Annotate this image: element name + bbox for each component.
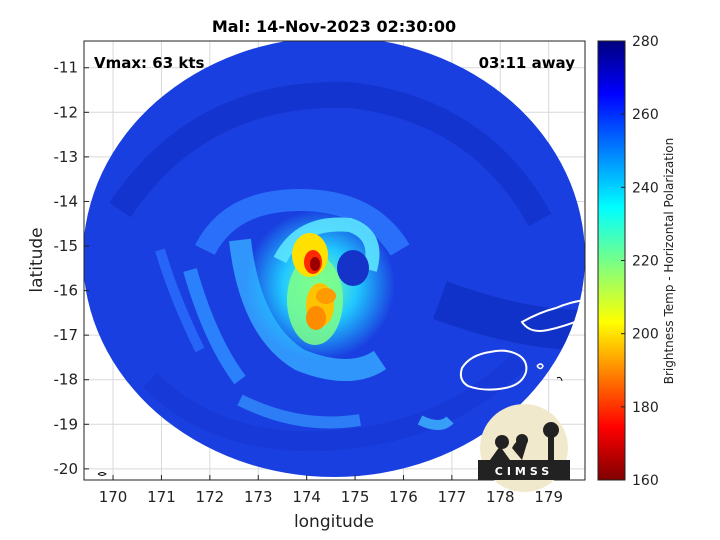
colorbar: [597, 40, 626, 481]
x-tick-label: 171: [147, 488, 176, 506]
y-tick-label: -13: [54, 148, 79, 166]
y-tick-label: -14: [54, 192, 79, 210]
x-tick-label: 175: [341, 488, 370, 506]
x-tick-label: 174: [292, 488, 321, 506]
cimss-logo: CIMSS: [478, 404, 570, 492]
axes-box: [83, 40, 586, 481]
coastline-islet: [97, 472, 107, 476]
colorbar-tick-label: 240: [632, 180, 659, 196]
y-tick-label: -12: [54, 103, 79, 121]
x-tick-label: 176: [389, 488, 418, 506]
y-tick-label: -18: [54, 371, 79, 389]
coastline-islet: [536, 363, 544, 370]
microwave-swath: [84, 41, 585, 477]
x-tick-label: 178: [486, 488, 515, 506]
colorbar-tick-label: 260: [632, 107, 659, 123]
colorbar-tick-label: 180: [632, 400, 659, 416]
cimss-logo-label: CIMSS: [495, 465, 553, 478]
colorbar-label: Brightness Temp - Horizontal Polarizatio…: [662, 138, 676, 385]
x-tick-label: 177: [438, 488, 467, 506]
vmax-label: Vmax: 63 kts: [94, 54, 204, 72]
x-axis-ticks: 170 171 172 173 174 175 176 177 178 179: [99, 475, 563, 506]
chart-title: Mal: 14-Nov-2023 02:30:00: [212, 17, 456, 36]
colorbar-tick-label: 200: [632, 327, 659, 343]
colorbar-tick-label: 160: [632, 473, 659, 489]
time-away-label: 03:11 away: [479, 54, 576, 72]
y-tick-label: -15: [54, 237, 79, 255]
x-tick-label: 173: [244, 488, 273, 506]
y-axis-label: latitude: [27, 227, 47, 292]
x-axis-label: longitude: [294, 512, 374, 532]
y-tick-label: -19: [54, 415, 79, 433]
y-axis-ticks: -11 -12 -13 -14 -15 -16 -17 -18 -19 -20: [54, 59, 89, 478]
x-tick-label: 179: [534, 488, 563, 506]
colorbar-tick-label: 280: [632, 34, 659, 50]
x-tick-label: 170: [99, 488, 128, 506]
coastline-viti-levu: [459, 349, 528, 391]
colorbar-ticks: 160 180 200 220 240 260 280: [621, 34, 659, 489]
y-tick-label: -20: [54, 460, 79, 478]
y-tick-label: -16: [54, 282, 79, 300]
y-tick-label: -11: [54, 59, 79, 77]
colorbar-tick-label: 220: [632, 254, 659, 270]
y-tick-label: -17: [54, 326, 79, 344]
coastline-vanua-levu: [520, 298, 585, 332]
coastline-islet: [556, 376, 563, 382]
x-tick-label: 172: [196, 488, 225, 506]
